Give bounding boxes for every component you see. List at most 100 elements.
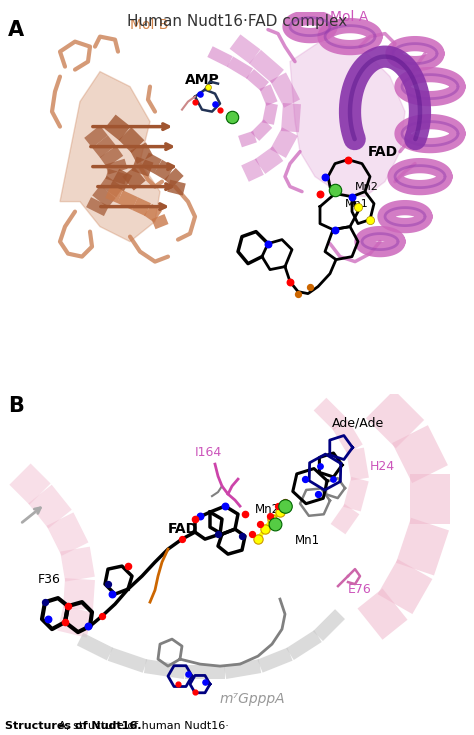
Point (41, 596, 49, 608)
Point (294, 287, 302, 299)
Point (286, 276, 294, 287)
Polygon shape (313, 609, 345, 641)
Polygon shape (92, 135, 116, 158)
Point (331, 223, 339, 235)
Text: Mn1: Mn1 (345, 198, 369, 209)
Polygon shape (241, 159, 264, 182)
Polygon shape (77, 633, 113, 660)
Text: F36: F36 (38, 573, 61, 586)
Polygon shape (270, 73, 300, 108)
Polygon shape (314, 398, 346, 431)
Point (281, 496, 289, 508)
Point (191, 96, 199, 107)
Polygon shape (257, 648, 292, 673)
Text: Mol B: Mol B (130, 18, 168, 32)
Point (64, 600, 72, 612)
Polygon shape (144, 204, 162, 223)
Text: m⁷GpppA: m⁷GpppA (220, 692, 286, 706)
Text: Mn1: Mn1 (295, 534, 320, 547)
Point (248, 528, 256, 540)
Text: I164: I164 (195, 446, 222, 459)
Polygon shape (185, 665, 225, 679)
Text: AMP: AMP (185, 73, 220, 87)
Polygon shape (105, 185, 123, 203)
Point (321, 171, 329, 182)
Polygon shape (141, 153, 162, 173)
Text: Human Nudt16·FAD complex: Human Nudt16·FAD complex (127, 14, 347, 29)
Polygon shape (28, 485, 72, 528)
Polygon shape (167, 179, 186, 196)
Point (61, 616, 69, 628)
Point (329, 473, 337, 485)
Polygon shape (108, 648, 147, 673)
Polygon shape (63, 578, 95, 610)
Point (271, 518, 279, 530)
Polygon shape (286, 630, 322, 660)
Point (211, 98, 219, 110)
Point (256, 518, 264, 530)
Polygon shape (366, 390, 424, 448)
Polygon shape (9, 464, 51, 505)
Point (344, 154, 352, 165)
Point (331, 184, 339, 196)
Polygon shape (410, 474, 450, 524)
Polygon shape (332, 420, 363, 453)
Point (174, 678, 182, 690)
Point (196, 510, 204, 522)
Polygon shape (152, 214, 168, 229)
Point (201, 676, 209, 688)
Polygon shape (131, 157, 154, 176)
Polygon shape (154, 159, 174, 181)
Point (228, 111, 236, 123)
Polygon shape (132, 197, 151, 216)
Polygon shape (357, 589, 408, 639)
Point (268, 513, 276, 525)
Polygon shape (105, 169, 128, 184)
Text: H24: H24 (370, 459, 395, 473)
Polygon shape (238, 131, 257, 147)
Polygon shape (122, 167, 146, 190)
Point (214, 528, 222, 540)
Point (238, 530, 246, 542)
Text: Mol A: Mol A (330, 10, 368, 24)
Point (254, 533, 262, 545)
Polygon shape (207, 46, 233, 67)
Point (316, 187, 324, 199)
Polygon shape (270, 127, 298, 158)
Polygon shape (60, 71, 160, 242)
Point (241, 508, 249, 520)
Point (184, 668, 192, 680)
Polygon shape (246, 69, 269, 91)
Polygon shape (104, 115, 131, 140)
Point (191, 513, 199, 525)
Polygon shape (249, 50, 284, 83)
Polygon shape (281, 103, 301, 132)
Text: FAD: FAD (168, 522, 198, 536)
Point (196, 87, 204, 99)
Point (221, 501, 229, 512)
Polygon shape (92, 185, 116, 208)
Polygon shape (60, 547, 95, 581)
Point (276, 506, 284, 518)
Point (306, 281, 314, 293)
Point (216, 104, 224, 115)
Polygon shape (86, 197, 109, 216)
Text: Structures of Nudt16.: Structures of Nudt16. (5, 721, 141, 731)
Point (178, 533, 186, 545)
Polygon shape (100, 176, 123, 197)
Point (44, 613, 52, 625)
Polygon shape (378, 559, 432, 614)
Point (261, 523, 269, 535)
Polygon shape (84, 126, 108, 148)
Polygon shape (259, 85, 278, 106)
Polygon shape (144, 659, 186, 679)
Polygon shape (262, 102, 278, 125)
Polygon shape (392, 425, 448, 483)
Point (124, 560, 132, 572)
Point (301, 473, 309, 485)
Polygon shape (227, 57, 253, 79)
Polygon shape (396, 517, 449, 576)
Polygon shape (331, 504, 359, 534)
Polygon shape (224, 659, 261, 679)
Point (281, 501, 289, 512)
